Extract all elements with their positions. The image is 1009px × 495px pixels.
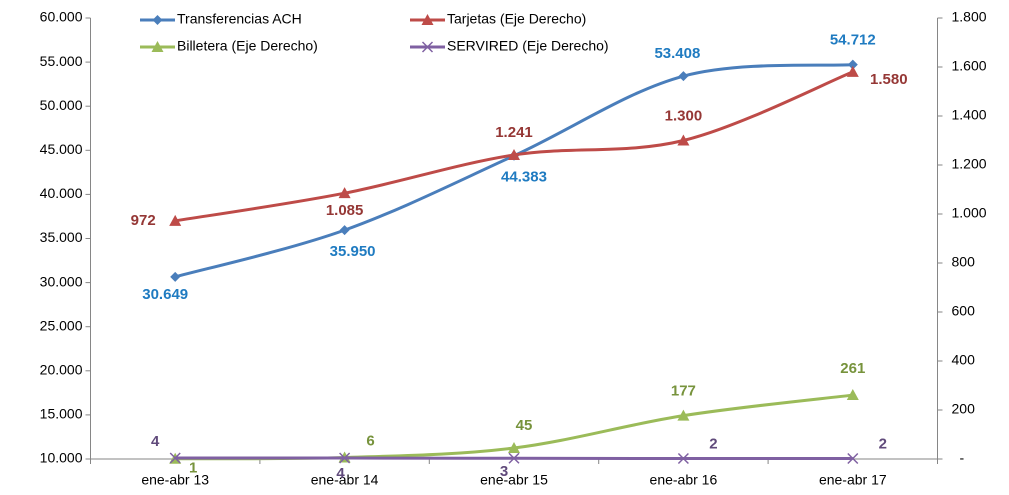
y2-tick-label: 1.400 xyxy=(952,107,987,123)
marker xyxy=(677,134,690,146)
data-label: 44.383 xyxy=(501,169,547,186)
data-label: 35.950 xyxy=(330,243,376,260)
y2-tick-label: 1.200 xyxy=(952,156,987,172)
marker xyxy=(677,452,689,465)
data-label: 4 xyxy=(336,465,345,482)
data-label: 1.300 xyxy=(665,107,703,124)
y2-tick-label: 1.600 xyxy=(952,58,987,74)
y2-tick-label: 1.800 xyxy=(952,9,987,25)
data-label: 972 xyxy=(131,212,156,229)
y-tick-label: 15.000 xyxy=(40,406,83,422)
y-tick-label: 20.000 xyxy=(40,362,83,378)
data-label: 30.649 xyxy=(142,286,188,303)
x-tick-label: ene-abr 13 xyxy=(141,472,209,488)
x-tick-label: ene-abr 15 xyxy=(480,472,548,488)
y2-tick-label: 1.000 xyxy=(952,205,987,221)
marker xyxy=(508,441,520,453)
y-tick-label: 35.000 xyxy=(40,229,83,245)
marker xyxy=(152,15,163,25)
data-label: 177 xyxy=(671,383,696,400)
y-tick-label: 45.000 xyxy=(40,141,83,157)
marker xyxy=(421,14,434,25)
data-label: 1.085 xyxy=(326,202,364,219)
y-tick-label: 40.000 xyxy=(40,185,83,201)
x-tick-label: ene-abr 14 xyxy=(311,472,379,488)
data-label: 2 xyxy=(709,435,717,452)
marker xyxy=(846,389,859,401)
legend-label: Transferencias ACH xyxy=(177,11,302,27)
data-label: 4 xyxy=(151,433,160,450)
legend-label: SERVIRED (Eje Derecho) xyxy=(447,38,609,54)
y-tick-label: 50.000 xyxy=(40,97,83,113)
marker xyxy=(508,148,520,160)
y2-tick-label: 200 xyxy=(952,401,976,417)
data-label: 2 xyxy=(879,435,887,452)
y-tick-label: 60.000 xyxy=(40,9,83,25)
y2-tick-label: 800 xyxy=(952,254,976,270)
x-tick-label: ene-abr 17 xyxy=(819,472,887,488)
marker xyxy=(847,452,859,465)
marker xyxy=(508,452,520,464)
legend-label: Billetera (Eje Derecho) xyxy=(177,38,318,54)
marker xyxy=(170,271,181,282)
marker xyxy=(339,225,350,236)
data-label: 54.712 xyxy=(830,32,876,49)
data-label: 53.408 xyxy=(654,45,700,62)
data-label: 45 xyxy=(516,417,533,434)
data-label: 1.241 xyxy=(495,124,533,141)
data-label: 6 xyxy=(366,432,374,449)
marker xyxy=(339,452,351,464)
marker xyxy=(678,71,689,82)
data-label: 1 xyxy=(189,460,197,477)
y2-tick-label: 400 xyxy=(952,352,976,368)
marker xyxy=(169,214,182,226)
y2-tick-label: - xyxy=(960,450,965,466)
y-tick-label: 10.000 xyxy=(40,450,83,466)
marker xyxy=(151,41,164,52)
legend-label: Tarjetas (Eje Derecho) xyxy=(447,11,586,27)
data-label: 261 xyxy=(840,360,865,377)
marker xyxy=(847,59,858,70)
x-tick-label: ene-abr 16 xyxy=(650,472,718,488)
y-tick-label: 25.000 xyxy=(40,317,83,333)
y2-tick-label: 600 xyxy=(952,303,976,319)
data-label: 3 xyxy=(500,463,508,480)
series-line xyxy=(174,70,854,223)
marker xyxy=(169,452,181,464)
marker xyxy=(846,65,859,77)
marker xyxy=(338,187,351,199)
marker xyxy=(421,41,434,53)
marker xyxy=(677,409,690,421)
y-tick-label: 30.000 xyxy=(40,273,83,289)
data-label: 1.580 xyxy=(870,71,908,88)
y-tick-label: 55.000 xyxy=(40,53,83,69)
